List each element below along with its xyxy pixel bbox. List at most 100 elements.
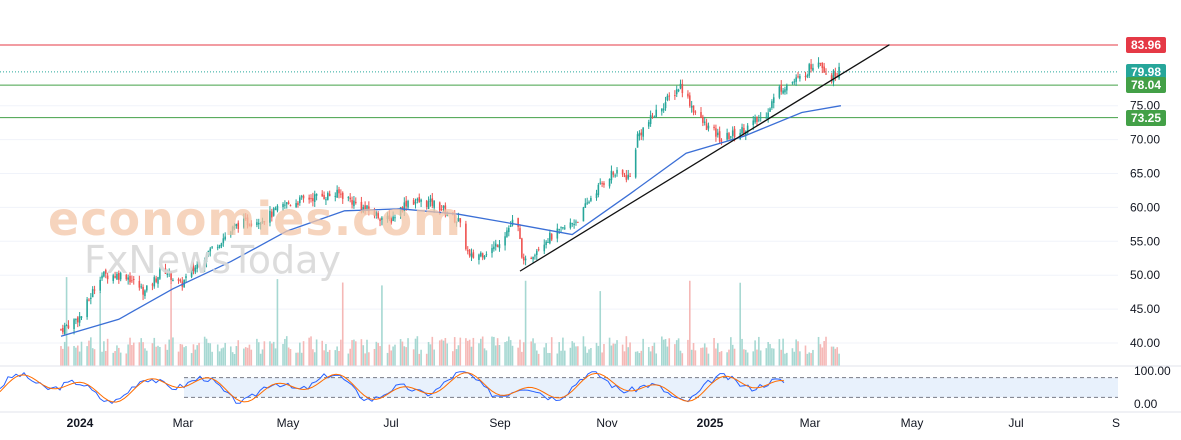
volume-bar <box>797 341 799 366</box>
volume-bar <box>302 341 305 366</box>
volume-bar <box>782 338 784 366</box>
moving-average <box>60 105 842 337</box>
candle-body <box>334 195 337 197</box>
candle-body <box>634 149 637 178</box>
candle-body <box>668 95 671 97</box>
volume-bar <box>532 338 534 366</box>
volume-bar <box>364 353 366 366</box>
candle-body <box>690 105 693 108</box>
volume-bar <box>179 343 182 366</box>
candle-body <box>700 112 702 118</box>
volume-bar <box>129 337 131 366</box>
volume-bar <box>485 350 488 366</box>
volume-bar <box>716 343 719 366</box>
stochastic-band <box>184 377 1118 398</box>
candle-body <box>112 275 115 281</box>
candle-body <box>677 89 680 92</box>
volume-bar <box>144 348 146 366</box>
candle-body <box>601 183 603 185</box>
volume-bar <box>205 338 208 366</box>
volume-bar <box>455 349 458 366</box>
volume-bar <box>666 346 669 366</box>
volume-bar <box>649 351 652 366</box>
time-tick-label: S <box>1112 416 1120 430</box>
volume-bar <box>679 350 682 366</box>
volume-bar <box>517 347 519 366</box>
candle-body <box>511 219 514 226</box>
price-level-tag: 83.96 <box>1126 36 1166 53</box>
volume-bar <box>480 338 482 366</box>
candle-body <box>336 189 338 198</box>
volume-bar <box>140 338 143 366</box>
candle-body <box>427 201 430 209</box>
volume-bar <box>694 350 697 366</box>
volume-bar <box>381 285 383 366</box>
volume-bar <box>312 349 314 366</box>
candle-body <box>248 225 251 227</box>
candle-body <box>392 216 394 222</box>
volume-bar <box>159 346 161 366</box>
candle-body <box>733 128 736 138</box>
volume-bar <box>101 351 103 366</box>
volume-bar <box>299 342 301 366</box>
volume-bar <box>478 343 480 366</box>
watermark-economies: economies.com <box>48 192 462 246</box>
candle-body <box>377 213 379 219</box>
candle-body <box>830 75 833 81</box>
volume-bar <box>78 351 81 366</box>
volume-bar <box>427 341 430 366</box>
volume-bar <box>494 345 497 366</box>
candle-body <box>623 175 626 177</box>
candle-body <box>207 250 210 256</box>
candle-body <box>315 193 318 196</box>
volume-bar <box>146 350 148 366</box>
volume-bar <box>702 347 704 366</box>
volume-bar <box>545 343 547 366</box>
volume-bar <box>388 344 391 366</box>
candle-body <box>73 319 75 330</box>
volume-bar <box>730 337 732 366</box>
volume-bar <box>177 351 180 366</box>
candle-body <box>705 123 708 130</box>
volume-bar <box>325 344 327 366</box>
volume-bar <box>731 344 734 366</box>
volume-bar <box>638 352 641 366</box>
volume-bar <box>243 348 245 366</box>
candle-body <box>746 125 749 134</box>
candle-body <box>220 243 223 246</box>
volume-bar <box>276 279 279 366</box>
candle-body <box>804 76 807 78</box>
candle-body <box>694 111 697 113</box>
candle-body <box>459 218 462 223</box>
volume-bar <box>338 350 340 366</box>
candle-body <box>524 258 527 261</box>
volume-bar <box>222 347 225 366</box>
volume-bar <box>746 352 749 366</box>
volume-bar <box>793 351 796 366</box>
volume-bar <box>103 341 105 366</box>
candle-body <box>728 133 730 140</box>
trendline <box>519 44 890 272</box>
candle-body <box>272 208 275 216</box>
candle-body <box>211 246 213 248</box>
volume-bar <box>246 347 249 366</box>
candle-body <box>491 248 493 254</box>
candle-body <box>151 284 154 286</box>
volume-bar <box>563 350 566 366</box>
volume-bar <box>535 350 538 366</box>
volume-bar <box>784 353 786 366</box>
candle-body <box>157 277 159 284</box>
volume-bar <box>368 352 370 366</box>
candle-body <box>664 102 667 109</box>
volume-bar <box>595 342 598 366</box>
time-tick-label: Nov <box>596 416 617 430</box>
volume-bar <box>577 346 579 366</box>
volume-bar <box>771 348 773 366</box>
candle-body <box>457 218 460 222</box>
candle-body <box>478 254 480 260</box>
volume-bar <box>216 344 219 366</box>
candle-body <box>340 193 342 195</box>
volume-bar <box>741 338 743 366</box>
candle-body <box>310 198 312 200</box>
